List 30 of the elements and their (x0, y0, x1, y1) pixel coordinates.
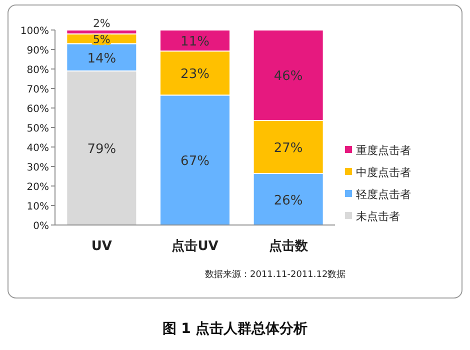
data-label: 46% (274, 69, 303, 84)
source-note: 数据来源：2011.11-2011.12数据 (205, 269, 346, 280)
x-tick-label: UV (91, 239, 112, 254)
legend-label: 重度点击者 (356, 144, 411, 157)
x-tick-label: 点击数 (268, 238, 309, 254)
legend-label: 轻度点击者 (356, 188, 411, 201)
data-label: 5% (92, 32, 110, 46)
legend-label: 未点击者 (356, 210, 400, 223)
y-tick-label: 20% (26, 182, 49, 193)
data-label: 11% (180, 34, 210, 50)
y-tick-label: 80% (26, 65, 49, 76)
data-label: 26% (274, 193, 303, 208)
y-tick-label: 100% (20, 26, 49, 37)
data-label: 79% (87, 142, 116, 157)
data-label: 2% (92, 17, 110, 30)
data-label: 23% (180, 67, 210, 82)
y-tick-label: 60% (26, 104, 49, 115)
y-tick-label: 90% (26, 46, 49, 56)
y-tick-label: 50% (26, 124, 49, 134)
x-tick-label: 点击UV (172, 238, 218, 254)
y-tick-label: 40% (26, 143, 49, 154)
y-tick-label: 0% (33, 221, 49, 232)
data-label: 27% (274, 141, 303, 156)
text: 图 1 点击人群总体分析 (162, 321, 308, 337)
y-tick-label: 10% (26, 202, 49, 212)
y-tick-label: 30% (26, 162, 49, 174)
data-label: 67% (180, 154, 210, 170)
data-label: 14% (87, 51, 116, 66)
legend-label: 中度点击者 (356, 166, 411, 179)
y-tick-label: 70% (26, 84, 49, 96)
